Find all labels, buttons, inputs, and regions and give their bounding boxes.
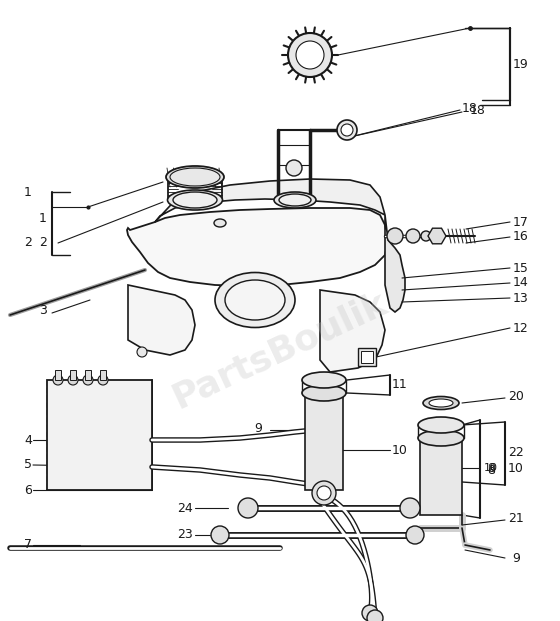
Circle shape bbox=[341, 124, 353, 136]
Ellipse shape bbox=[274, 192, 316, 208]
Ellipse shape bbox=[406, 526, 424, 544]
Ellipse shape bbox=[423, 396, 459, 409]
Circle shape bbox=[83, 375, 93, 385]
Polygon shape bbox=[127, 208, 388, 286]
Text: 18: 18 bbox=[470, 104, 486, 117]
Bar bbox=[358, 348, 376, 366]
Text: 9: 9 bbox=[254, 422, 262, 435]
Text: 14: 14 bbox=[513, 276, 529, 289]
Bar bbox=[420, 440, 462, 515]
Text: 4: 4 bbox=[24, 433, 32, 446]
Circle shape bbox=[286, 160, 302, 176]
Polygon shape bbox=[428, 228, 446, 244]
Text: 10: 10 bbox=[392, 443, 408, 456]
Ellipse shape bbox=[214, 219, 226, 227]
Circle shape bbox=[406, 229, 420, 243]
Bar bbox=[85, 370, 91, 380]
Ellipse shape bbox=[302, 385, 346, 401]
Ellipse shape bbox=[225, 280, 285, 320]
Circle shape bbox=[337, 120, 357, 140]
Ellipse shape bbox=[166, 166, 224, 188]
Text: 6: 6 bbox=[24, 484, 32, 497]
Bar bbox=[305, 395, 343, 490]
Text: 2: 2 bbox=[24, 237, 32, 250]
Circle shape bbox=[68, 375, 78, 385]
Ellipse shape bbox=[400, 498, 420, 518]
Circle shape bbox=[53, 375, 63, 385]
Bar bbox=[47, 380, 152, 490]
Polygon shape bbox=[320, 290, 385, 372]
Text: 23: 23 bbox=[177, 528, 193, 542]
Text: 10: 10 bbox=[484, 463, 498, 473]
Text: 16: 16 bbox=[513, 230, 529, 243]
Circle shape bbox=[312, 481, 336, 505]
Text: 1: 1 bbox=[24, 186, 32, 199]
Text: 22: 22 bbox=[508, 445, 524, 458]
Ellipse shape bbox=[279, 194, 311, 206]
Text: 21: 21 bbox=[508, 512, 524, 525]
Text: 1: 1 bbox=[39, 212, 47, 225]
Text: 5: 5 bbox=[24, 458, 32, 471]
Bar bbox=[361, 351, 373, 363]
Text: 2: 2 bbox=[39, 237, 47, 250]
Text: 7: 7 bbox=[24, 538, 32, 551]
Circle shape bbox=[98, 375, 108, 385]
Text: 19: 19 bbox=[513, 58, 529, 71]
Circle shape bbox=[296, 41, 324, 69]
Text: 8: 8 bbox=[487, 463, 495, 476]
Circle shape bbox=[367, 610, 383, 621]
Text: 24: 24 bbox=[177, 502, 193, 515]
Ellipse shape bbox=[170, 168, 220, 186]
Circle shape bbox=[387, 228, 403, 244]
Ellipse shape bbox=[302, 372, 346, 388]
Circle shape bbox=[288, 33, 332, 77]
Text: 13: 13 bbox=[513, 291, 529, 304]
Circle shape bbox=[137, 347, 147, 357]
Text: 20: 20 bbox=[508, 391, 524, 404]
Text: 8: 8 bbox=[487, 461, 495, 474]
Bar bbox=[55, 370, 61, 380]
Ellipse shape bbox=[211, 526, 229, 544]
Text: 15: 15 bbox=[513, 261, 529, 274]
Bar bbox=[100, 370, 106, 380]
Text: 9: 9 bbox=[512, 551, 520, 564]
Text: 3: 3 bbox=[39, 304, 47, 317]
Text: 17: 17 bbox=[513, 215, 529, 229]
Text: 18: 18 bbox=[462, 101, 478, 114]
Circle shape bbox=[421, 231, 431, 241]
Text: 10: 10 bbox=[508, 461, 524, 474]
Text: PartsBoulik: PartsBoulik bbox=[167, 285, 393, 415]
Polygon shape bbox=[155, 179, 385, 222]
Ellipse shape bbox=[238, 498, 258, 518]
Text: 12: 12 bbox=[513, 322, 529, 335]
Circle shape bbox=[362, 605, 378, 621]
Ellipse shape bbox=[215, 273, 295, 327]
Ellipse shape bbox=[429, 399, 453, 407]
Polygon shape bbox=[128, 285, 195, 355]
Text: 11: 11 bbox=[392, 379, 408, 391]
Circle shape bbox=[317, 486, 331, 500]
Polygon shape bbox=[385, 215, 405, 312]
Ellipse shape bbox=[173, 192, 217, 208]
Bar bbox=[70, 370, 76, 380]
Ellipse shape bbox=[418, 417, 464, 433]
Ellipse shape bbox=[167, 190, 222, 210]
Ellipse shape bbox=[418, 430, 464, 446]
